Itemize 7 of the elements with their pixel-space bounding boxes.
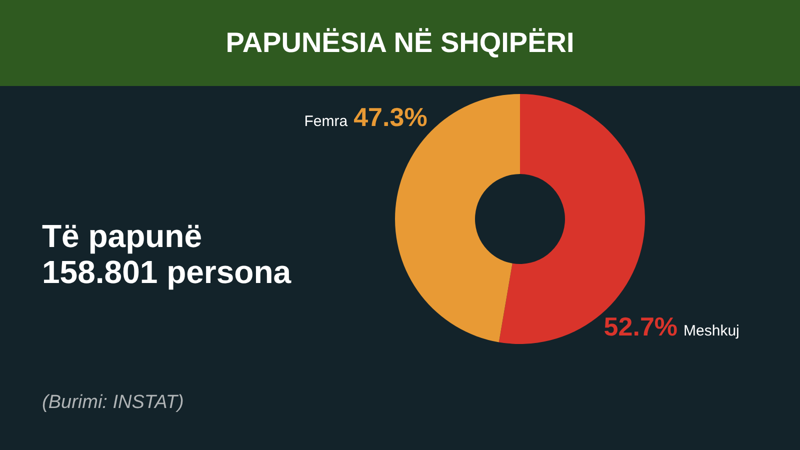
slice-label: Femra (304, 113, 348, 130)
slice-label: Meshkuj (684, 322, 740, 340)
data-label: 52.7% (604, 311, 678, 342)
text: (Burimi: INSTAT) (42, 392, 184, 414)
text: Të papunë 158.801 persona (42, 218, 292, 290)
data-label: 47.3% (354, 102, 428, 132)
chart-title: PAPUNËSIA NË SHQIPËRI (226, 27, 574, 59)
